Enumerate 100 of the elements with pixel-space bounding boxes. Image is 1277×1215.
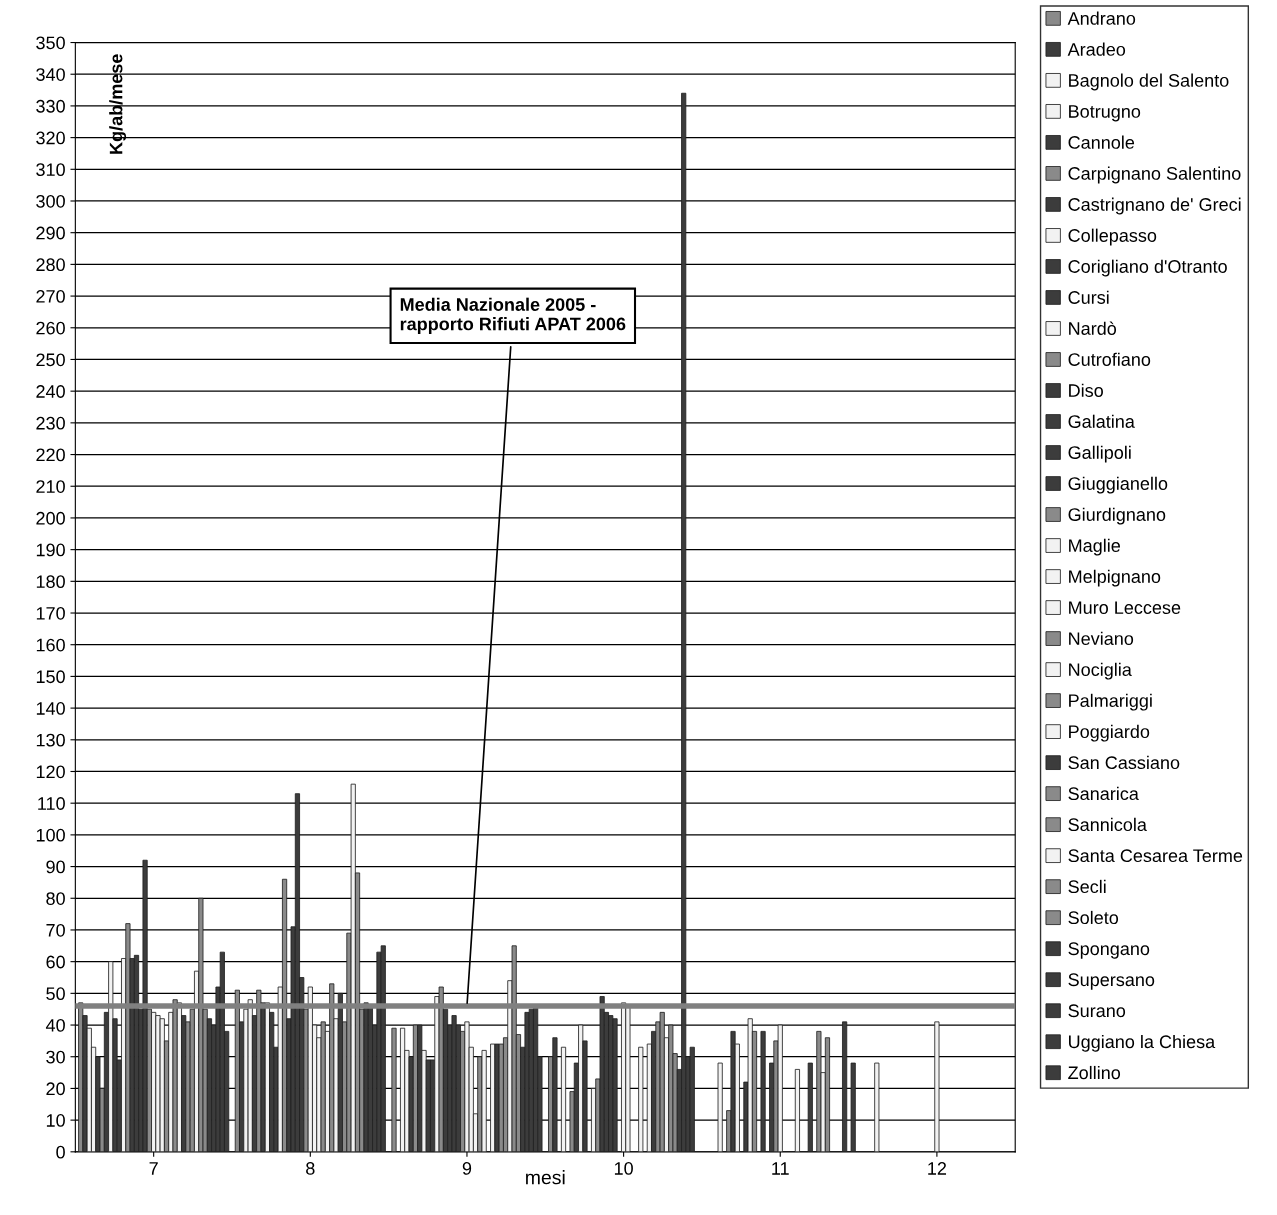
y-tick-label: 120 — [36, 765, 65, 779]
bar — [320, 1021, 326, 1152]
y-tick-label: 0 — [56, 1145, 65, 1159]
y-tick-label: 50 — [46, 987, 65, 1001]
y-tick-label: 80 — [46, 892, 65, 905]
legend-label: Galatina — [1068, 414, 1135, 428]
legend-label: Cannole — [1068, 135, 1135, 149]
y-tick-label: 240 — [36, 385, 65, 398]
bar — [612, 1018, 618, 1152]
bar — [777, 1024, 783, 1152]
legend-label: Uggiano la Chiesa — [1069, 1034, 1216, 1052]
bar — [816, 1030, 822, 1152]
bar — [934, 1021, 940, 1152]
x-tick-label: 7 — [149, 1162, 158, 1175]
legend-label: Diso — [1069, 383, 1103, 397]
x-tick-label: 10 — [614, 1162, 633, 1175]
legend-label: Surano — [1068, 1004, 1126, 1018]
bar — [794, 1069, 800, 1152]
y-tick-label: 330 — [36, 99, 65, 113]
legend-label: Supersano — [1068, 973, 1155, 990]
bar — [689, 1046, 695, 1152]
bar — [659, 1011, 665, 1152]
y-tick-label: 100 — [36, 828, 65, 842]
legend-label: Sanarica — [1068, 786, 1139, 801]
legend-label: Melpignano — [1069, 569, 1161, 587]
y-tick-label: 320 — [36, 131, 65, 145]
y-tick-label: 220 — [36, 448, 65, 462]
bar — [717, 1062, 723, 1152]
bar — [380, 945, 386, 1152]
y-tick-label: 170 — [36, 606, 65, 620]
bar — [842, 1021, 848, 1152]
y-tick-label: 200 — [36, 511, 65, 525]
y-tick-label: 260 — [36, 321, 65, 335]
x-tick-label: 9 — [462, 1162, 472, 1175]
y-tick-label: 40 — [45, 1018, 65, 1032]
legend-label: Palmariggi — [1069, 693, 1152, 711]
legend-label: Botrugno — [1069, 105, 1141, 122]
legend-label: Aradeo — [1067, 42, 1126, 56]
y-tick-label: 300 — [36, 194, 65, 208]
bar — [481, 1049, 487, 1152]
bar — [159, 1018, 165, 1152]
legend-label: Neviano — [1069, 631, 1134, 646]
legend-label: Santa Cesarea Terme — [1068, 849, 1243, 863]
y-tick-label: 210 — [36, 480, 65, 493]
y-tick-label: 150 — [36, 670, 65, 684]
legend-label: Giurdignano — [1068, 507, 1166, 525]
y-tick-label: 90 — [46, 860, 65, 874]
legend-label: Gallipoli — [1068, 445, 1131, 463]
y-tick-label: 20 — [46, 1082, 65, 1096]
y-tick-label: 280 — [36, 258, 65, 272]
bar — [681, 92, 687, 1152]
y-tick-label: 250 — [36, 353, 65, 367]
legend-label: Bagnolo del Salento — [1069, 73, 1229, 91]
legend-label: Collepasso — [1068, 228, 1157, 246]
bar — [807, 1062, 813, 1152]
x-tick-label: 8 — [306, 1162, 315, 1175]
y-tick-label: 60 — [46, 955, 65, 969]
y-tick-label: 130 — [36, 733, 65, 747]
legend-label: Sannicola — [1068, 817, 1147, 832]
legend-label: Spongano — [1068, 942, 1150, 959]
y-tick-label: 140 — [36, 702, 65, 715]
ref-line-label: Media Nazionale 2005 - rapporto Rifiuti APAT 2006 — [400, 297, 626, 334]
legend-label: Soleto — [1068, 910, 1119, 925]
y-tick-label: 70 — [46, 923, 65, 937]
y-tick-label: 190 — [36, 543, 65, 557]
y-tick-label: 290 — [36, 226, 65, 240]
bar — [730, 1030, 736, 1152]
legend-label: Muro Leccese — [1069, 601, 1181, 615]
x-axis-title: mesi — [526, 1170, 565, 1185]
bar — [524, 1011, 530, 1152]
y-tick-label: 180 — [36, 575, 65, 589]
bar — [747, 1018, 753, 1152]
legend-label: Maglie — [1069, 538, 1120, 556]
legend-label: Nociglia — [1069, 662, 1132, 680]
y-tick-label: 160 — [36, 638, 65, 652]
bar — [391, 1027, 397, 1152]
legend-label: Castrignano de' Greci — [1068, 197, 1241, 215]
bar — [599, 996, 605, 1152]
y-tick-label: 340 — [36, 68, 65, 81]
bar — [451, 1015, 457, 1152]
legend-label: Carpignano Salentino — [1068, 166, 1241, 184]
legend-label: Nardò — [1069, 321, 1117, 335]
legend-label: Secli — [1068, 879, 1106, 894]
bar — [363, 1002, 369, 1152]
y-tick-label: 10 — [46, 1114, 65, 1127]
bar — [247, 999, 253, 1152]
legend-label: Zollino — [1068, 1065, 1121, 1080]
y-tick-label: 110 — [38, 797, 65, 810]
y-tick-label: 270 — [36, 290, 65, 303]
bar — [824, 1037, 831, 1152]
y-tick-label: 230 — [36, 416, 65, 430]
y-tick-label: 30 — [46, 1050, 65, 1064]
legend-label: Cutrofiano — [1068, 352, 1151, 366]
bar — [638, 1046, 644, 1152]
y-axis-title: Kg/ab/mese — [109, 54, 127, 154]
legend-label: Corigliano d'Otranto — [1068, 259, 1227, 277]
bar — [560, 1046, 567, 1152]
legend-label: San Cassiano — [1068, 755, 1180, 770]
y-tick-label: 350 — [36, 36, 65, 50]
x-tick-label: 11 — [772, 1162, 789, 1175]
